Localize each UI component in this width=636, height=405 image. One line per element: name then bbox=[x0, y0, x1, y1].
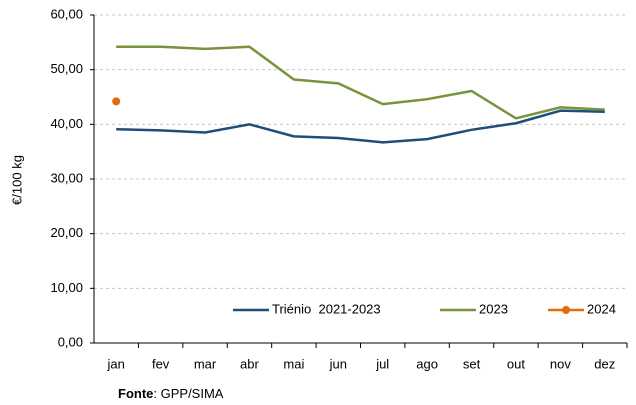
source-text: : GPP/SIMA bbox=[153, 386, 223, 401]
legend-label: 2023 bbox=[479, 301, 508, 316]
legend-marker bbox=[562, 306, 570, 314]
x-tick-label: out bbox=[507, 356, 525, 371]
x-tick-label: mar bbox=[194, 356, 217, 371]
series-line bbox=[116, 109, 605, 144]
legend-label: 2024 bbox=[587, 301, 616, 316]
x-tick-label: nov bbox=[550, 356, 571, 371]
source-label: Fonte bbox=[118, 386, 153, 401]
y-tick-label: 20,00 bbox=[50, 225, 83, 240]
legend-label: Triénio 2021-2023 bbox=[272, 301, 381, 316]
x-tick-label: jul bbox=[375, 356, 389, 371]
x-tick-label: mai bbox=[283, 356, 304, 371]
y-tick-label: 0,00 bbox=[58, 334, 83, 349]
data-point bbox=[112, 97, 121, 106]
y-tick-label: 30,00 bbox=[50, 170, 83, 185]
x-tick-label: dez bbox=[594, 356, 615, 371]
y-axis-label: €/100 kg bbox=[9, 155, 24, 205]
source-note: Fonte: GPP/SIMA bbox=[118, 386, 224, 401]
y-tick-label: 10,00 bbox=[50, 280, 83, 295]
x-tick-label: jun bbox=[329, 356, 347, 371]
x-tick-label: fev bbox=[152, 356, 170, 371]
y-tick-label: 60,00 bbox=[50, 6, 83, 21]
x-tick-label: jan bbox=[107, 356, 125, 371]
y-tick-label: 50,00 bbox=[50, 61, 83, 76]
x-tick-label: ago bbox=[416, 356, 438, 371]
y-tick-label: 40,00 bbox=[50, 116, 83, 131]
x-tick-label: set bbox=[463, 356, 481, 371]
x-tick-label: abr bbox=[240, 356, 259, 371]
series-line bbox=[116, 45, 605, 120]
